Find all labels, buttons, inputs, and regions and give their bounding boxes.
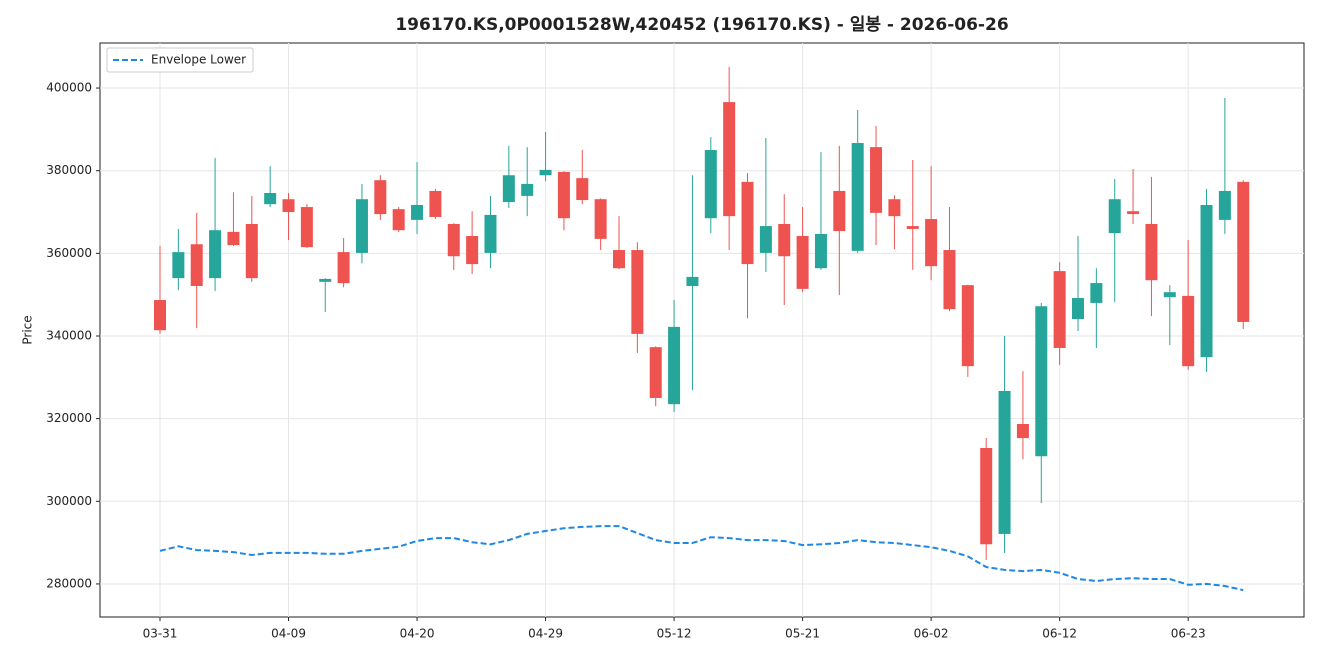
legend-box xyxy=(106,47,254,73)
candle-body xyxy=(594,199,607,239)
x-tick-label: 06-23 xyxy=(1171,627,1206,641)
candle-body xyxy=(576,178,589,201)
candle-body xyxy=(778,224,791,257)
candle-body xyxy=(1218,190,1231,220)
candle-body xyxy=(649,347,662,398)
candle-body xyxy=(1072,297,1084,320)
y-axis-label: Price xyxy=(21,315,35,344)
y-tick-label: 340000 xyxy=(46,328,92,342)
candle-body xyxy=(245,224,258,279)
x-tick-label: 06-02 xyxy=(914,627,949,641)
candle-body xyxy=(613,250,625,269)
candle-body xyxy=(502,175,515,203)
y-tick-label: 360000 xyxy=(46,246,92,260)
candle-body xyxy=(851,143,864,251)
candle-body xyxy=(172,252,185,279)
candle-body xyxy=(466,235,479,265)
candle-body xyxy=(668,326,681,405)
candle-body xyxy=(1035,306,1048,457)
y-tick-label: 280000 xyxy=(46,576,92,590)
candle-body xyxy=(264,193,277,205)
y-tick-label: 400000 xyxy=(46,81,92,95)
candle-body xyxy=(1200,204,1213,358)
candle-body xyxy=(1145,224,1158,281)
candle-body xyxy=(906,226,919,229)
candle-body xyxy=(521,183,534,196)
candle-body xyxy=(355,199,368,253)
y-tick-label: 380000 xyxy=(46,163,92,177)
candle-body xyxy=(209,230,222,279)
candle-body xyxy=(154,300,166,331)
candle-body xyxy=(484,214,497,253)
candle-body xyxy=(300,207,313,248)
candle-body xyxy=(870,147,883,213)
candle-body xyxy=(723,102,736,217)
candle-body xyxy=(1090,283,1103,303)
x-tick-label: 04-20 xyxy=(400,627,435,641)
x-tick-label: 05-21 xyxy=(785,627,820,641)
x-tick-label: 03-31 xyxy=(143,627,178,641)
y-tick-label: 320000 xyxy=(46,411,92,425)
y-tick-label: 300000 xyxy=(46,494,92,508)
candle-body xyxy=(374,180,387,215)
candle-body xyxy=(796,235,809,289)
legend-label: Envelope Lower xyxy=(151,53,246,67)
x-tick-label: 04-09 xyxy=(271,627,306,641)
candle-body xyxy=(759,226,772,253)
x-tick-label: 05-12 xyxy=(657,627,692,641)
candle-body xyxy=(1163,292,1176,298)
candle-body xyxy=(1016,424,1029,439)
x-tick-label: 06-12 xyxy=(1042,627,1077,641)
candle-body xyxy=(925,219,938,267)
candle-body xyxy=(888,199,901,217)
candle-body xyxy=(686,276,699,286)
chart-title: 196170.KS,0P0001528W,420452 (196170.KS) … xyxy=(395,15,1008,35)
candle-body xyxy=(447,224,460,257)
candle-body xyxy=(429,190,442,217)
candle-body xyxy=(704,150,717,219)
candle-body xyxy=(227,231,240,246)
candle-body xyxy=(741,181,754,265)
candle-body xyxy=(411,204,424,220)
candle-body xyxy=(961,285,974,367)
candle-body xyxy=(1108,199,1121,234)
candle-body xyxy=(282,199,295,213)
candle-body xyxy=(943,250,956,310)
x-tick-label: 04-29 xyxy=(528,627,563,641)
candle-body xyxy=(1127,211,1140,215)
candle-body xyxy=(1237,181,1250,322)
candle-body xyxy=(980,447,993,545)
candle-body xyxy=(337,252,350,284)
candle-body xyxy=(392,209,405,231)
candle-body xyxy=(833,190,846,232)
candle-body xyxy=(539,169,552,176)
candle-body xyxy=(1053,271,1066,348)
candle-body xyxy=(1182,295,1195,367)
candle-body xyxy=(998,390,1011,534)
candle-body xyxy=(557,171,570,219)
plot-area xyxy=(99,42,1305,618)
candle-body xyxy=(319,278,332,282)
envelope-line xyxy=(159,525,1244,592)
candle-body xyxy=(814,233,827,269)
candle-body xyxy=(190,244,203,286)
candle-body xyxy=(631,250,644,334)
